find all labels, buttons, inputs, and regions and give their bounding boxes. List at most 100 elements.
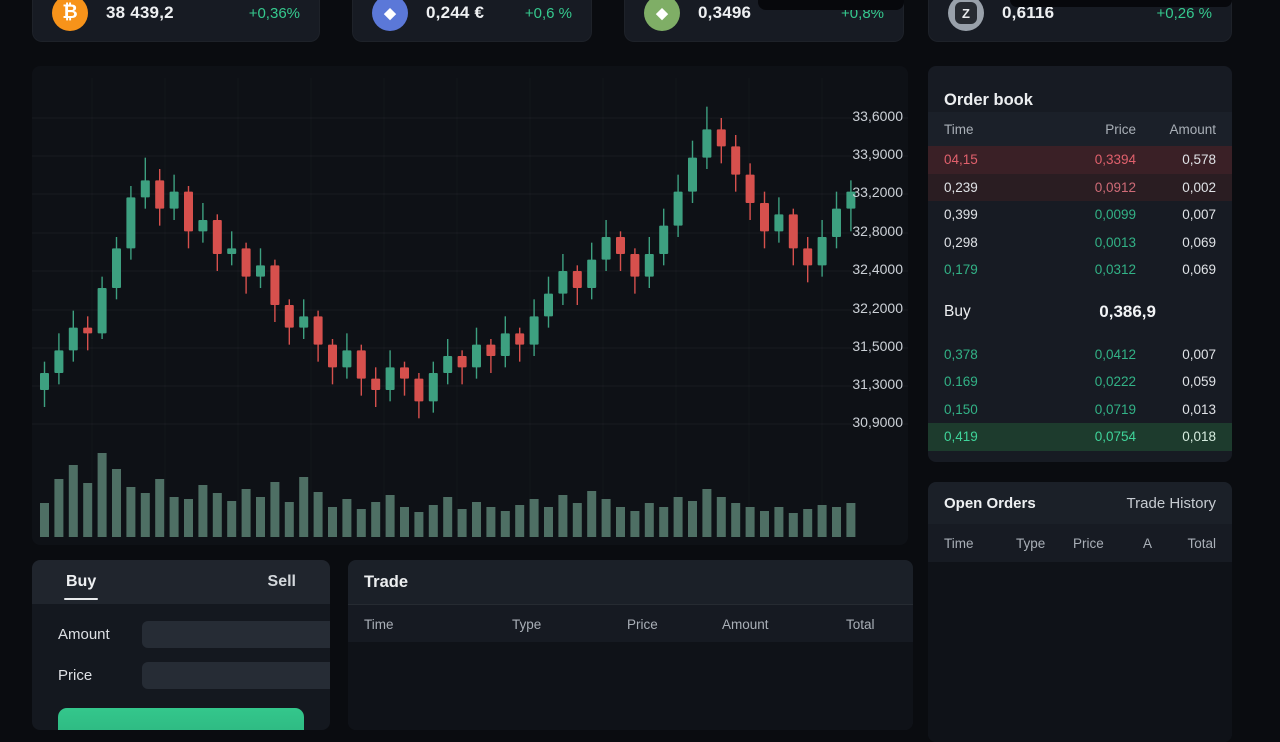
row-price: 0,0312 — [1094, 262, 1136, 278]
row-amount: 0,069 — [1182, 262, 1216, 278]
y-axis-label: 31,3000 — [852, 376, 903, 392]
tab-buy-label: Buy — [66, 573, 97, 590]
bitcoin-icon: ₿ — [52, 0, 88, 31]
y-axis-label: 33,2000 — [852, 184, 903, 200]
column-time: Time — [944, 535, 974, 551]
row-time: 04,15 — [944, 152, 978, 168]
column-total: Total — [1187, 535, 1216, 551]
cropped-overlay — [1010, 0, 1232, 7]
open-orders-header: Time Type Price A Total — [928, 524, 1232, 562]
trade-panel: Trade Time Type Price Amount Total — [348, 560, 913, 730]
row-amount: 0,013 — [1182, 401, 1216, 417]
row-time: 0,150 — [944, 401, 978, 417]
ticker-price: 0,3496 — [698, 3, 752, 22]
open-orders-tabs: Open Orders Trade History — [928, 482, 1232, 524]
cropped-overlay — [758, 0, 904, 10]
ticker-card-ethereum[interactable]: ◆ 0,244 € +0,6 % — [352, 0, 592, 42]
row-amount: 0,002 — [1182, 179, 1216, 195]
column-amount: A — [1143, 535, 1153, 551]
green-token-glyph: ◆ — [656, 5, 668, 22]
amount-row: Amount — [58, 620, 330, 648]
row-time: 0,179 — [944, 262, 978, 278]
row-price: 0,0754 — [1094, 429, 1136, 445]
column-price: Price — [1105, 121, 1136, 137]
ticker-card-token-z[interactable]: Z 0,6116 +0,26 % — [928, 0, 1232, 42]
order-book-bids: 0,378 0,0412 0,007 0.169 0,0222 0,059 0,150 0,0… — [928, 341, 1232, 451]
order-book-row[interactable]: 0.169 0,0222 0,059 — [928, 368, 1232, 396]
row-price: 0,0412 — [1094, 346, 1136, 362]
order-book-row[interactable]: 0,298 0,0013 0,069 — [928, 229, 1232, 257]
ticker-price: 0,6116 — [1002, 3, 1055, 22]
tab-trade-history[interactable]: Trade History — [1126, 494, 1216, 512]
order-book-row[interactable]: 04,15 0,3394 0,578 — [928, 146, 1232, 174]
trade-body — [348, 642, 913, 730]
open-orders-body — [928, 562, 1232, 742]
row-time: 0,378 — [944, 346, 978, 362]
y-axis-label: 32,4000 — [852, 261, 903, 277]
ticker-price: 38 439,2 — [106, 3, 174, 22]
trade-header: Time Type Price Amount Total — [348, 605, 913, 643]
tab-open-orders[interactable]: Open Orders — [944, 494, 1036, 512]
column-amount: Amount — [1169, 121, 1216, 137]
order-book-panel: Order book Time Price Amount 04,15 0,3394… — [928, 66, 1232, 462]
row-time: 0,239 — [944, 179, 978, 195]
tab-sell[interactable]: Sell — [267, 573, 296, 590]
open-orders-panel: Open Orders Trade History Time Type Pric… — [928, 482, 1232, 742]
column-amount: Amount — [722, 616, 769, 632]
active-tab-underline — [64, 598, 99, 600]
row-price: 0,0912 — [1094, 179, 1136, 195]
mid-price: 0,386,9 — [1099, 302, 1156, 321]
submit-buy-button[interactable] — [58, 708, 304, 730]
price-chart-svg[interactable] — [32, 66, 908, 545]
column-price: Price — [627, 616, 658, 632]
price-label: Price — [58, 666, 93, 684]
order-book-row[interactable]: 0,179 0,0312 0,069 — [928, 256, 1232, 284]
y-axis-label: 33,9000 — [852, 146, 903, 162]
y-axis-label: 31,5000 — [852, 338, 903, 354]
price-chart-panel: 33,6000 33,9000 33,2000 32,8000 32,4000 32,20… — [32, 66, 908, 545]
tab-buy[interactable]: Buy — [64, 573, 99, 600]
ethereum-glyph: ◆ — [384, 5, 396, 22]
order-book-asks: 04,15 0,3394 0,578 0,239 0,0912 0,002 0,399 0,0… — [928, 146, 1232, 284]
order-book-header: Time Price Amount — [928, 112, 1232, 146]
ticker-change: +0,6 % — [524, 4, 572, 22]
column-price: Price — [1073, 535, 1104, 551]
ticker-card-bitcoin[interactable]: ₿ 38 439,2 +0,36% — [32, 0, 320, 42]
price-row: Price — [58, 661, 330, 689]
row-amount: 0,007 — [1182, 207, 1216, 223]
row-price: 0,0013 — [1094, 234, 1136, 250]
order-book-title: Order book — [944, 91, 1033, 109]
ticker-change: +0,26 % — [1156, 4, 1212, 22]
ticker-price: 0,244 € — [426, 3, 485, 22]
amount-input[interactable] — [142, 620, 330, 648]
row-time: 0.169 — [944, 374, 978, 390]
order-book-row[interactable]: 0,399 0,0099 0,007 — [928, 201, 1232, 229]
column-type: Type — [1016, 535, 1046, 551]
y-axis-label: 32,2000 — [852, 300, 903, 316]
row-time: 0,419 — [944, 429, 978, 445]
row-price: 0,0719 — [1094, 401, 1136, 417]
z-token-glyph: Z — [955, 2, 977, 24]
ticker-change: +0,36% — [248, 4, 300, 22]
column-time: Time — [944, 121, 974, 137]
ethereum-icon: ◆ — [372, 0, 408, 31]
row-price: 0,3394 — [1094, 152, 1136, 168]
order-book-row[interactable]: 0,419 0,0754 0,018 — [928, 423, 1232, 451]
price-input[interactable] — [142, 661, 330, 689]
green-token-icon: ◆ — [644, 0, 680, 31]
order-form-panel: Buy Sell Amount Price — [32, 560, 330, 730]
order-book-row[interactable]: 0,150 0,0719 0,013 — [928, 396, 1232, 424]
row-amount: 0,018 — [1182, 429, 1216, 445]
row-time: 0,298 — [944, 234, 978, 250]
column-type: Type — [512, 616, 542, 632]
order-form-tabs: Buy Sell — [32, 560, 330, 604]
row-amount: 0,578 — [1182, 152, 1216, 168]
row-amount: 0,007 — [1182, 346, 1216, 362]
order-book-row[interactable]: 0,239 0,0912 0,002 — [928, 173, 1232, 201]
y-axis-label: 32,8000 — [852, 223, 903, 239]
order-book-row[interactable]: 0,378 0,0412 0,007 — [928, 341, 1232, 369]
row-amount: 0,059 — [1182, 374, 1216, 390]
column-time: Time — [364, 616, 394, 632]
y-axis-label: 33,6000 — [852, 108, 903, 124]
y-axis-label: 30,9000 — [852, 414, 903, 430]
